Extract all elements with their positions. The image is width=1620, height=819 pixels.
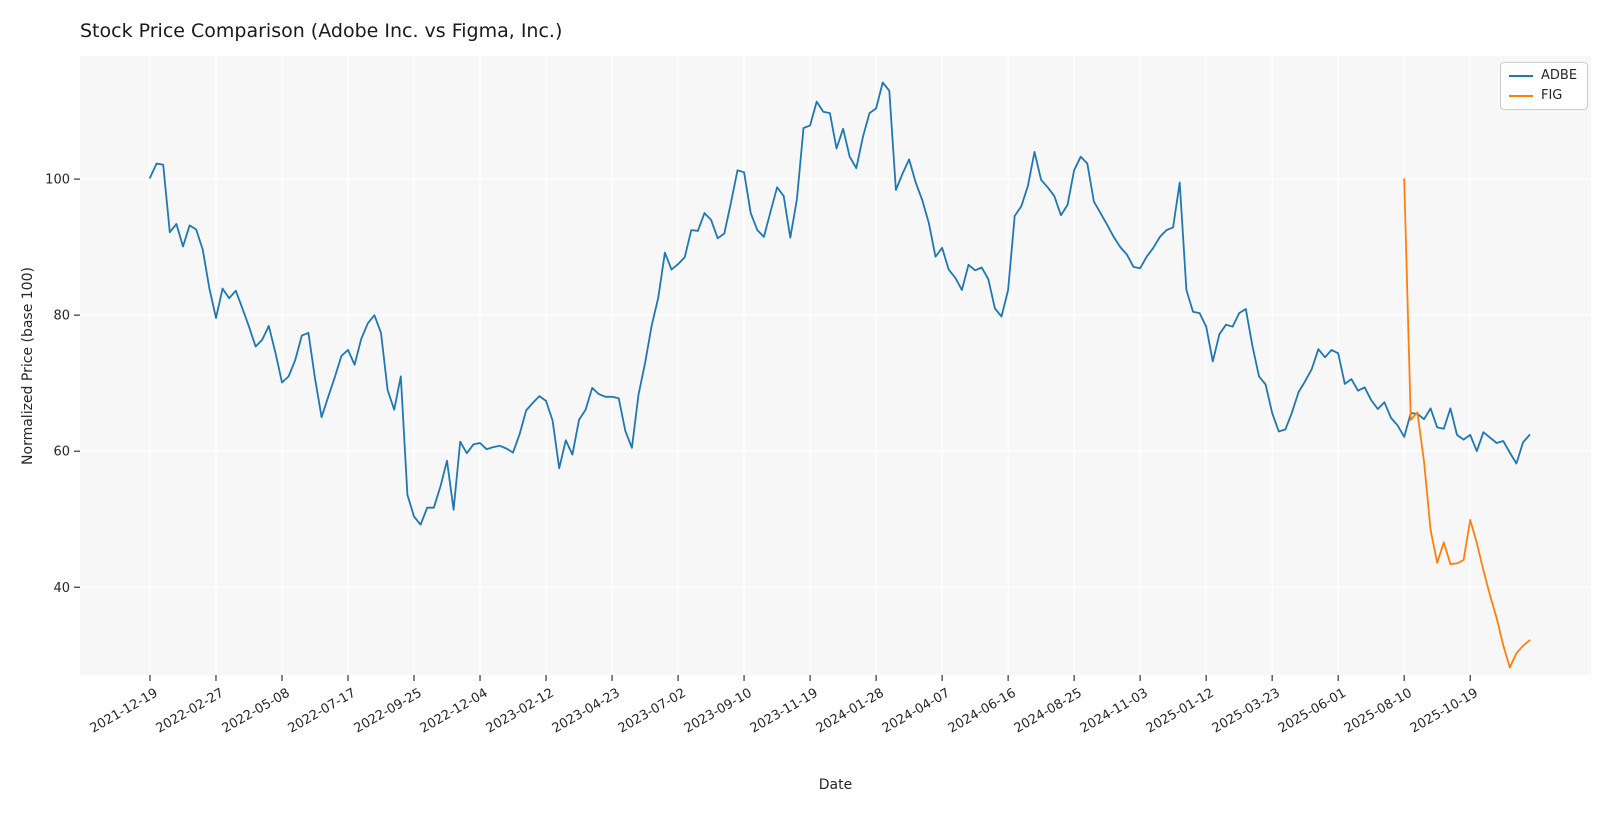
y-tick-label: 40 [53, 581, 70, 596]
y-tick-label: 80 [53, 309, 70, 324]
legend-label: FIG [1541, 88, 1563, 103]
x-tick-label: 2024-01-28 [814, 686, 887, 737]
x-tick-label: 2021-12-19 [88, 686, 161, 737]
legend-box: ADBE FIG [1500, 62, 1588, 110]
legend-line-swatch [1509, 95, 1533, 97]
x-tick-label: 2023-02-12 [484, 686, 557, 737]
x-tick-label: 2024-06-16 [946, 686, 1019, 737]
x-tick-label: 2025-01-12 [1144, 686, 1217, 737]
legend-item-FIG: FIG [1509, 89, 1579, 103]
x-tick-label: 2022-12-04 [418, 686, 491, 737]
plot-area [80, 56, 1591, 675]
x-tick-label: 2025-03-23 [1210, 686, 1283, 737]
legend-line-swatch [1509, 75, 1533, 77]
legend-label: ADBE [1541, 68, 1578, 83]
x-tick-label: 2024-04-07 [880, 686, 953, 737]
x-tick-label: 2023-09-10 [682, 686, 755, 737]
x-tick-label: 2022-09-25 [352, 686, 425, 737]
legend-item-ADBE: ADBE [1509, 69, 1579, 83]
x-tick-label: 2025-06-01 [1276, 686, 1349, 737]
series-line-ADBE [149, 81, 1531, 526]
x-tick-label: 2022-05-08 [220, 686, 293, 737]
x-tick-label: 2025-10-19 [1408, 686, 1481, 737]
x-tick-label: 2025-08-10 [1342, 686, 1415, 737]
x-axis-label: Date [818, 777, 853, 793]
x-tick-label: 2024-08-25 [1012, 686, 1085, 737]
x-tick-label: 2022-02-27 [154, 686, 227, 737]
x-tick-label: 2022-07-17 [286, 686, 359, 737]
page-title: Stock Price Comparison (Adobe Inc. vs Fi… [80, 20, 563, 42]
x-tick-label: 2023-04-23 [550, 686, 623, 737]
x-tick-label: 2024-11-03 [1078, 686, 1151, 737]
x-tick-label: 2023-11-19 [748, 686, 821, 737]
y-tick-label: 100 [45, 173, 70, 188]
y-tick-label: 60 [53, 445, 70, 460]
y-axis-label: Normalized Price (base 100) [20, 267, 36, 465]
series-line-FIG [1403, 178, 1531, 669]
x-tick-label: 2023-07-02 [616, 686, 689, 737]
